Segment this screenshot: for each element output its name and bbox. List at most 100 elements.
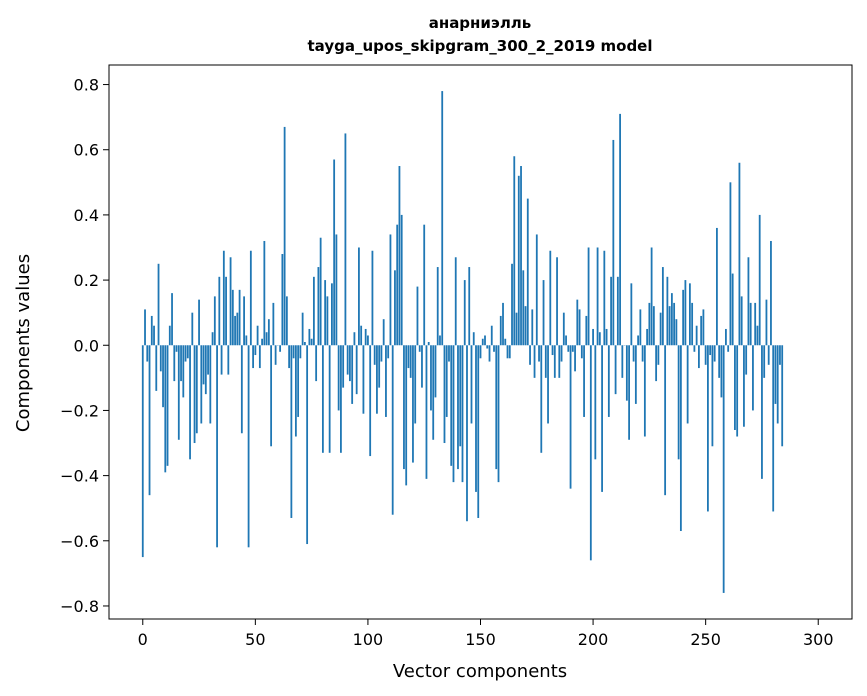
- bar-152: [484, 335, 486, 346]
- bar-141: [459, 345, 462, 447]
- bar-137: [450, 345, 453, 466]
- bar-237: [675, 319, 678, 346]
- bar-37: [225, 276, 227, 346]
- y-tick-label: 0.4: [74, 206, 99, 225]
- bar-122: [416, 286, 419, 346]
- bar-145: [468, 267, 471, 346]
- bar-204: [601, 345, 603, 492]
- bar-230: [659, 312, 662, 346]
- bar-249: [702, 309, 705, 346]
- bar-215: [625, 345, 628, 401]
- bar-198: [587, 247, 590, 346]
- bar-57: [270, 345, 273, 447]
- bar-194: [578, 309, 581, 346]
- bar-89: [342, 345, 345, 388]
- bar-184: [556, 257, 558, 346]
- bar-236: [673, 302, 676, 346]
- bar-47: [247, 345, 250, 548]
- bar-20: [186, 345, 189, 359]
- bar-112: [394, 270, 396, 346]
- bar-104: [376, 345, 378, 414]
- bar-81: [324, 280, 327, 346]
- bar-279: [770, 240, 772, 346]
- bar-255: [716, 227, 718, 346]
- bar-267: [743, 345, 745, 427]
- bar-105: [378, 345, 381, 388]
- bar-195: [580, 345, 583, 359]
- bar-59: [274, 345, 277, 365]
- bar-196: [583, 345, 585, 417]
- bar-5: [153, 325, 155, 346]
- bar-160: [502, 302, 504, 346]
- y-tick-label: 0.6: [74, 141, 99, 160]
- bar-24: [195, 345, 198, 434]
- bar-88: [340, 345, 342, 453]
- y-tick-label: −0.8: [60, 597, 99, 616]
- bar-90: [344, 133, 347, 346]
- bar-265: [738, 162, 741, 346]
- bar-6: [155, 345, 158, 391]
- bar-222: [641, 345, 644, 362]
- bar-170: [524, 306, 527, 346]
- bar-191: [571, 345, 574, 352]
- bar-28: [204, 345, 207, 395]
- x-tick-label: 300: [803, 630, 834, 649]
- y-tick-label: −0.2: [60, 401, 99, 420]
- bar-3: [148, 345, 151, 496]
- bar-130: [434, 345, 437, 398]
- bar-180: [547, 345, 549, 424]
- bar-17: [180, 345, 182, 382]
- bar-226: [650, 247, 653, 346]
- bar-113: [396, 224, 399, 346]
- x-tick-label: 200: [578, 630, 609, 649]
- bar-144: [466, 345, 468, 522]
- bar-29: [207, 345, 209, 375]
- y-tick-label: 0.0: [74, 336, 99, 355]
- bar-117: [405, 345, 408, 486]
- bar-218: [632, 345, 635, 362]
- bar-153: [486, 345, 489, 349]
- bar-23: [193, 345, 196, 444]
- bar-282: [776, 345, 779, 424]
- bar-278: [767, 345, 770, 365]
- bar-159: [499, 315, 502, 346]
- bar-156: [493, 345, 495, 352]
- bar-225: [648, 302, 651, 346]
- bar-223: [643, 345, 646, 437]
- bar-235: [670, 293, 673, 346]
- bar-203: [598, 332, 601, 346]
- bar-98: [362, 345, 365, 414]
- bar-4: [150, 315, 153, 346]
- bar-273: [756, 325, 759, 346]
- bar-269: [747, 257, 750, 346]
- bar-168: [520, 166, 522, 346]
- bar-182: [551, 345, 554, 356]
- bar-124: [421, 345, 423, 388]
- bar-271: [752, 345, 754, 411]
- bar-13: [171, 293, 173, 346]
- bar-30: [209, 345, 212, 424]
- bar-108: [385, 345, 387, 417]
- bar-163: [508, 345, 511, 359]
- bar-213: [621, 345, 624, 378]
- bar-281: [774, 345, 777, 404]
- bar-272: [754, 302, 757, 346]
- bar-268: [745, 345, 748, 375]
- bar-62: [281, 254, 284, 346]
- x-tick-label: 250: [690, 630, 721, 649]
- x-axis-label: Vector components: [393, 661, 567, 682]
- bar-39: [229, 257, 232, 346]
- bar-65: [288, 345, 291, 369]
- bar-172: [529, 345, 531, 365]
- bar-212: [619, 113, 621, 346]
- bar-150: [479, 345, 482, 359]
- bar-183: [553, 345, 556, 378]
- bar-38: [227, 345, 230, 375]
- bar-229: [657, 345, 660, 365]
- bar-185: [558, 345, 561, 378]
- bar-14: [173, 345, 176, 382]
- bar-95: [355, 345, 358, 395]
- bar-254: [713, 345, 716, 362]
- bar-75: [310, 338, 313, 346]
- bar-147: [472, 332, 475, 346]
